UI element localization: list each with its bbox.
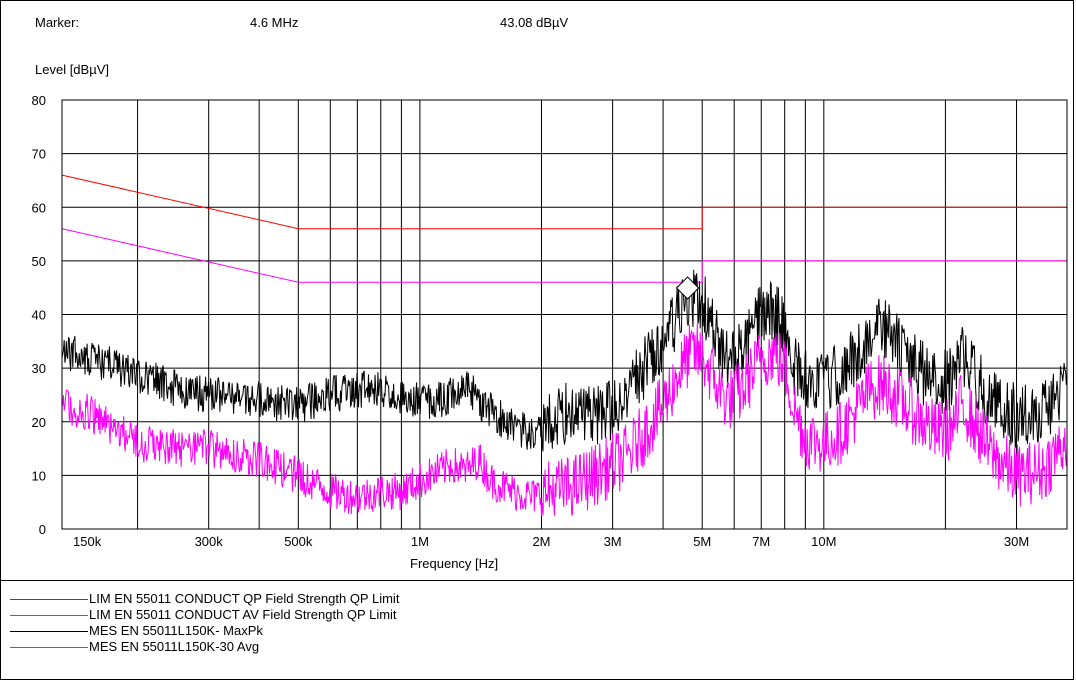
x-tick-label: 300k bbox=[195, 534, 224, 549]
legend-swatch-qp-limit bbox=[10, 599, 88, 600]
series-line-2 bbox=[61, 228, 1067, 283]
marker-label: Marker: bbox=[35, 15, 80, 30]
legend-swatch-maxpk bbox=[10, 631, 88, 632]
x-tick-label: 2M bbox=[532, 534, 550, 549]
series-lines bbox=[61, 174, 1068, 516]
y-tick-label: 80 bbox=[32, 93, 46, 108]
y-tick-label: 30 bbox=[32, 361, 46, 376]
x-tick-label: 500k bbox=[284, 534, 313, 549]
legend-text-maxpk: MES EN 55011L150K- MaxPk bbox=[89, 623, 263, 638]
legend-text-avg: MES EN 55011L150K-30 Avg bbox=[89, 639, 260, 654]
grid-lines bbox=[62, 99, 1068, 530]
legend-swatch-av-limit bbox=[10, 615, 88, 616]
series-line-1 bbox=[61, 174, 1067, 230]
marker-level: 43.08 dBµV bbox=[500, 15, 569, 30]
x-tick-label: 5M bbox=[693, 534, 711, 549]
x-tick-label: 150k bbox=[73, 534, 102, 549]
y-tick-labels: 0 10 20 30 40 50 60 70 80 bbox=[32, 93, 46, 537]
x-tick-label: 30M bbox=[1004, 534, 1029, 549]
marker-frequency: 4.6 MHz bbox=[250, 15, 299, 30]
marker-layer bbox=[675, 276, 700, 300]
y-tick-label: 20 bbox=[32, 415, 46, 430]
x-tick-labels: 150k 300k 500k 1M 2M 3M 5M 7M 10M 30M bbox=[73, 534, 1029, 549]
emission-chart: 150k 300k 500k 1M 2M 3M 5M 7M 10M 30M 0 10 20 30 40 50… bbox=[32, 93, 1068, 549]
x-tick-label: 10M bbox=[811, 534, 836, 549]
x-tick-label: 7M bbox=[752, 534, 770, 549]
y-tick-label: 0 bbox=[39, 522, 46, 537]
y-tick-label: 60 bbox=[32, 200, 46, 215]
series-line-4 bbox=[61, 323, 1068, 516]
x-tick-label: 1M bbox=[411, 534, 429, 549]
marker-diamond-icon bbox=[675, 276, 700, 300]
legend-swatch-avg bbox=[10, 647, 88, 648]
y-axis-label: Level [dBµV] bbox=[35, 62, 109, 77]
x-tick-label: 3M bbox=[604, 534, 622, 549]
plot-border bbox=[61, 99, 1068, 530]
x-axis-label: Frequency [Hz] bbox=[410, 556, 499, 571]
legend-text-av-limit: LIM EN 55011 CONDUCT AV Field Strength Q… bbox=[89, 607, 397, 622]
series-line-3 bbox=[61, 269, 1068, 452]
y-tick-label: 50 bbox=[32, 254, 46, 269]
legend-separator bbox=[0, 580, 1074, 581]
y-tick-label: 10 bbox=[32, 468, 46, 483]
legend-text-qp-limit: LIM EN 55011 CONDUCT QP Field Strength Q… bbox=[89, 591, 400, 606]
y-tick-label: 70 bbox=[32, 147, 46, 162]
y-tick-label: 40 bbox=[32, 308, 46, 323]
